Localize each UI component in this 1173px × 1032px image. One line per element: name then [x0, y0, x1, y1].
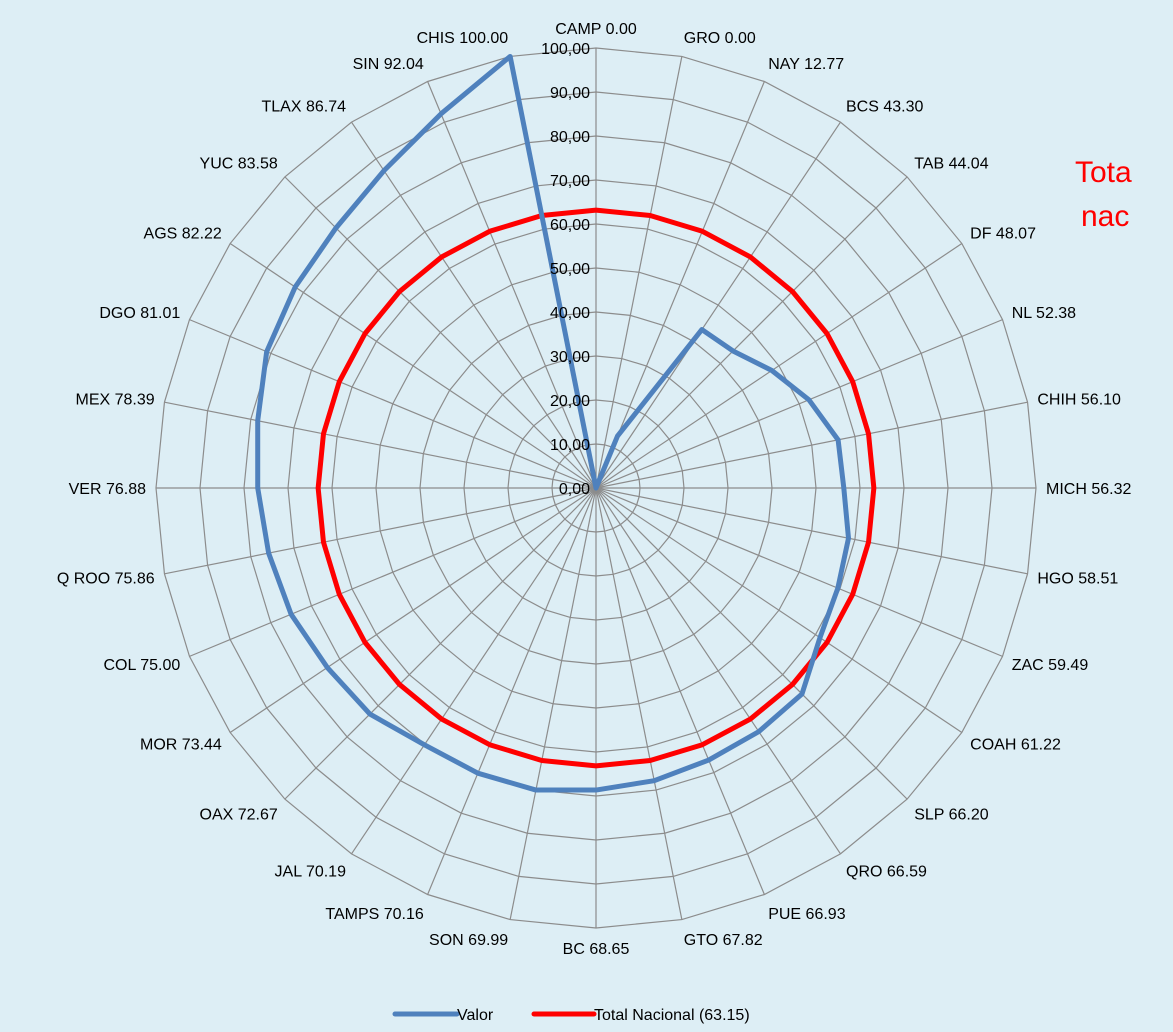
category-label-31: CHIS 100.00 [417, 30, 509, 47]
chart-series [255, 53, 877, 793]
category-label-14: PUE 66.93 [768, 906, 845, 923]
category-label-17: SON 69.99 [429, 932, 508, 949]
spoke-2 [595, 81, 765, 489]
category-label-9: HGO 58.51 [1037, 571, 1118, 588]
category-label-5: DF 48.07 [970, 225, 1036, 242]
spoke-29 [351, 121, 597, 489]
spoke-11 [595, 487, 963, 733]
category-label-24: VER 76.88 [69, 481, 146, 498]
category-label-10: ZAC 59.49 [1012, 657, 1089, 674]
category-label-28: YUC 83.58 [200, 156, 278, 173]
category-label-8: MICH 56.32 [1046, 481, 1131, 498]
radial-tick-10: 100,00 [541, 41, 590, 58]
spoke-30 [427, 81, 597, 489]
category-label-2: NAY 12.77 [768, 56, 844, 73]
side-note-line-1: Tota [1075, 156, 1132, 189]
category-label-11: COAH 61.22 [970, 737, 1061, 754]
spoke-21 [229, 487, 597, 733]
category-label-16: BC 68.65 [563, 941, 630, 958]
spoke-26 [189, 319, 597, 489]
category-label-12: SLP 66.20 [914, 806, 989, 823]
series-valor-line [255, 53, 851, 793]
spoke-12 [595, 487, 908, 800]
spoke-18 [427, 487, 597, 895]
category-label-19: JAL 70.19 [275, 863, 347, 880]
radial-tick-9: 90,00 [550, 85, 590, 102]
spoke-4 [595, 176, 908, 489]
spoke-19 [351, 487, 597, 855]
category-label-21: MOR 73.44 [140, 737, 222, 754]
spoke-5 [595, 243, 963, 489]
radial-tick-0: 0,00 [559, 481, 590, 498]
category-label-3: BCS 43.30 [846, 99, 923, 116]
category-label-18: TAMPS 70.16 [325, 906, 424, 923]
radial-tick-8: 80,00 [550, 129, 590, 146]
spoke-23 [164, 487, 597, 575]
category-label-4: TAB 44.04 [914, 156, 989, 173]
category-label-15: GTO 67.82 [684, 932, 763, 949]
spoke-25 [164, 401, 597, 489]
spoke-13 [595, 487, 841, 855]
spoke-7 [595, 401, 1028, 489]
category-label-0: CAMP 0.00 [555, 21, 637, 38]
spoke-9 [595, 487, 1028, 575]
category-label-30: SIN 92.04 [353, 56, 424, 73]
radial-tick-labels: 0,00 10,00 20,00 30,00 40,00 50,00 60,00 70,00 8… [541, 41, 590, 498]
legend: Valor Total Nacional (63.15) [392, 1007, 750, 1024]
spoke-3 [595, 121, 841, 489]
spoke-17 [509, 487, 597, 920]
radial-tick-1: 10,00 [550, 437, 590, 454]
spoke-22 [189, 487, 597, 657]
spoke-27 [229, 243, 597, 489]
category-labels: CAMP 0.00 GRO 0.00 NAY 12.77 BCS 43.30 TAB 4… [57, 21, 1132, 958]
category-label-29: TLAX 86.74 [261, 99, 346, 116]
category-label-22: COL 75.00 [103, 657, 180, 674]
side-note-line-2: nac [1081, 200, 1129, 233]
series-total-nacional-line [315, 207, 877, 769]
radial-tick-6: 60,00 [550, 217, 590, 234]
category-label-27: AGS 82.22 [144, 225, 222, 242]
category-label-23: Q ROO 75.86 [57, 571, 155, 588]
spoke-1 [595, 56, 683, 489]
radial-tick-4: 40,00 [550, 305, 590, 322]
category-label-7: CHIH 56.10 [1037, 391, 1121, 408]
radial-tick-7: 70,00 [550, 173, 590, 190]
category-label-20: OAX 72.67 [200, 806, 278, 823]
spoke-20 [284, 487, 597, 800]
category-label-25: MEX 78.39 [75, 391, 154, 408]
category-label-1: GRO 0.00 [684, 30, 756, 47]
category-label-26: DGO 81.01 [99, 305, 180, 322]
spoke-14 [595, 487, 765, 895]
legend-label-total: Total Nacional (63.15) [594, 1007, 750, 1024]
spoke-10 [595, 487, 1003, 657]
category-label-6: NL 52.38 [1012, 305, 1076, 322]
spoke-6 [595, 319, 1003, 489]
radial-tick-5: 50,00 [550, 261, 590, 278]
radial-tick-2: 20,00 [550, 393, 590, 410]
radial-tick-3: 30,00 [550, 349, 590, 366]
category-label-13: QRO 66.59 [846, 863, 927, 880]
legend-label-valor: Valor [457, 1007, 494, 1024]
spoke-15 [595, 487, 683, 920]
